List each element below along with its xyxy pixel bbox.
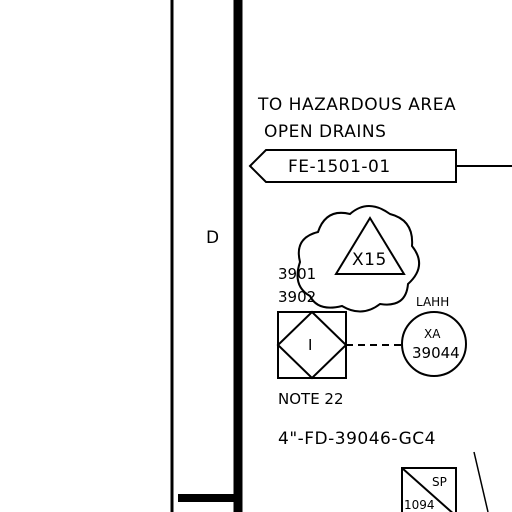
line-number: 4"-FD-39046-GC4 xyxy=(278,429,436,449)
alarm-tag-number: 39044 xyxy=(412,344,460,362)
interlock-note: NOTE 22 xyxy=(278,390,344,408)
zone-letter: D xyxy=(206,228,220,248)
alarm-bubble[interactable] xyxy=(401,311,467,377)
interlock-diamond xyxy=(276,310,348,380)
offpage-connector-tag: FE-1501-01 xyxy=(288,157,391,177)
destination-note-line2: OPEN DRAINS xyxy=(264,122,386,142)
sample-point-diagonal xyxy=(401,467,454,512)
sample-point-label: SP xyxy=(432,475,447,489)
alarm-function-label: LAHH xyxy=(416,295,449,309)
sample-point-box[interactable] xyxy=(401,467,457,512)
revision-flag-text: X15 xyxy=(352,250,387,270)
instrument-number-2: 3902 xyxy=(278,288,316,306)
destination-note-line1: TO HAZARDOUS AREA xyxy=(257,95,456,115)
revision-flag-triangle xyxy=(334,216,406,275)
sample-point-number: 1094 xyxy=(404,498,435,512)
instrument-number-1: 3901 xyxy=(278,265,316,283)
revision-cloud xyxy=(296,205,420,313)
line-number-leader xyxy=(473,451,489,512)
alarm-tag-prefix: XA xyxy=(424,327,441,341)
interlock-symbol-text: I xyxy=(308,336,312,354)
